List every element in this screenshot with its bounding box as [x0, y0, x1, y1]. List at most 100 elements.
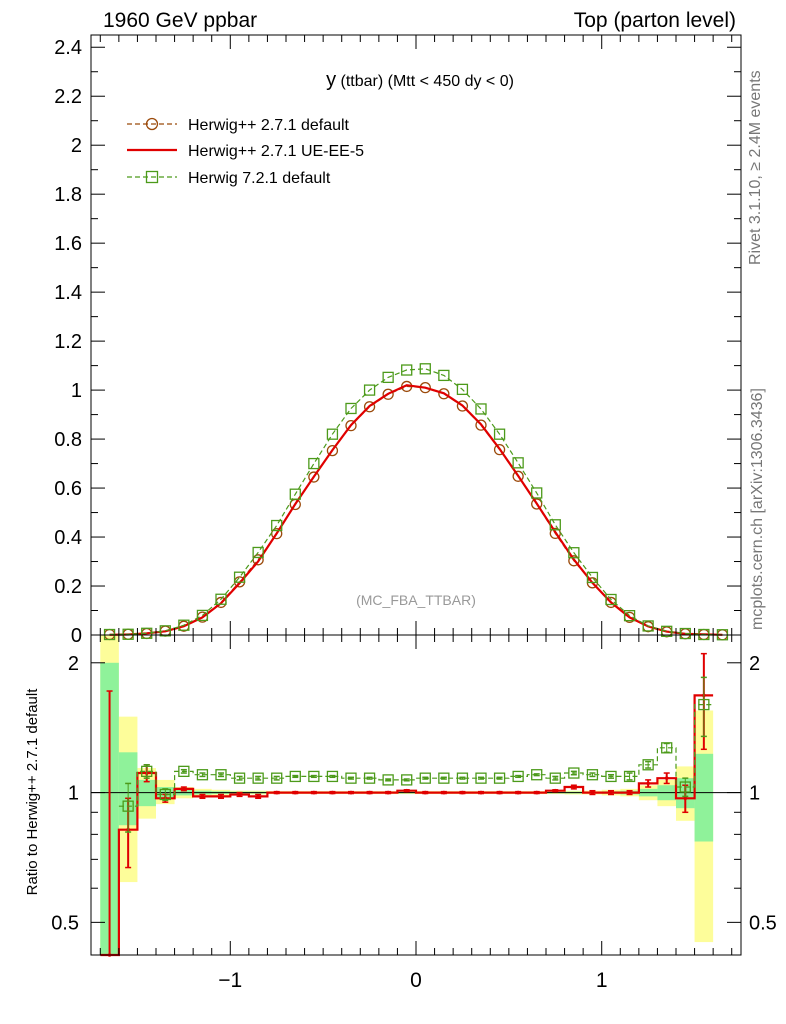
y-tick-label: 1 [71, 380, 82, 402]
series-point-2 [252, 546, 264, 559]
x-tick-label: 1 [596, 969, 608, 992]
x-tick-label: 0 [410, 969, 422, 992]
ratio-line-1 [100, 694, 714, 957]
y-tick-label: 1.4 [54, 282, 82, 304]
series-point-2 [159, 625, 171, 637]
series-point-0 [493, 443, 506, 456]
ratio-point-2 [605, 770, 617, 783]
ratio-y-tick-label-right: 0.5 [749, 912, 777, 934]
ratio-point-1 [404, 788, 409, 793]
ratio-point-2 [661, 742, 673, 754]
ratio-point-1 [274, 790, 279, 795]
ratio-point-2 [438, 772, 450, 784]
ratio-point-2 [493, 772, 506, 784]
series-point-2 [419, 363, 431, 375]
series-point-2 [141, 627, 153, 639]
series-point-2 [215, 593, 227, 605]
ratio-point-2 [698, 698, 710, 711]
ratio-point-2 [475, 772, 487, 784]
ratio-point-2 [196, 769, 209, 781]
ratio-point-1 [423, 790, 428, 795]
ratio-series [100, 652, 714, 957]
series-point-2 [271, 519, 283, 532]
ratio-point-2 [586, 769, 599, 781]
series-point-2 [122, 628, 134, 640]
ratio-point-1 [683, 796, 688, 801]
series-point-2 [438, 369, 450, 382]
y-tick-label: 1.2 [54, 331, 82, 353]
ratio-point-2 [289, 770, 301, 783]
ratio-point-2 [122, 800, 134, 812]
ratio-point-1 [200, 794, 205, 799]
ratio-y-tick-label: 2 [68, 653, 79, 675]
title-rest: (ttbar) (Mtt < 450 dy < 0) [336, 73, 514, 90]
series-point-2 [196, 609, 209, 622]
series-point-2 [661, 625, 673, 637]
series-point-2 [382, 371, 394, 384]
header-left: 1960 GeV ppbar [103, 9, 257, 32]
ratio-point-1 [182, 787, 186, 791]
ratio-point-1 [553, 788, 558, 793]
ratio-point-1 [646, 781, 650, 786]
series-point-2 [363, 384, 376, 396]
legend-marker-0 [145, 117, 159, 131]
ratio-point-2 [178, 765, 190, 778]
watermark: (MC_FBA_TTBAR) [356, 592, 476, 608]
series-point-0 [326, 444, 339, 457]
header-right: Top (parton level) [574, 9, 736, 32]
series-point-2 [642, 620, 654, 632]
ratio-y-tick-label-right: 2 [749, 653, 760, 675]
ratio-point-2 [531, 769, 543, 781]
series-point-2 [605, 593, 617, 606]
y-tick-label: 0.8 [54, 429, 82, 451]
ratio-y-tick-label-right: 1 [749, 783, 760, 805]
ratio-point-1 [627, 790, 632, 795]
legend-marker-2 [145, 170, 159, 184]
series-point-2 [456, 383, 469, 396]
legend-label-0: Herwig++ 2.7.1 default [188, 117, 350, 134]
ratio-point-2 [382, 774, 394, 786]
y-tick-label: 0.2 [54, 576, 82, 598]
axes: −1 0 1 0 0.2 0.4 0.6 0.8 1 1.2 1.4 1.6 1.8 2 2.2 2.4 0.5… [51, 34, 777, 992]
title: y (ttbar) (Mtt < 450 dy < 0) [326, 69, 514, 91]
series-point-2 [401, 364, 413, 376]
ratio-point-1 [367, 790, 372, 795]
ratio-point-1 [386, 790, 390, 795]
series-point-2 [326, 428, 339, 440]
ratio-point-1 [609, 790, 613, 795]
band-green [694, 753, 714, 842]
series-point-0 [345, 419, 357, 432]
series-point-2 [549, 519, 561, 531]
ratio-point-2 [679, 781, 691, 793]
ratio-point-2 [568, 767, 580, 779]
series-point-2 [493, 428, 506, 440]
rivet-label: Rivet 3.1.10, ≥ 2.4M events [747, 70, 764, 265]
ratio-point-2 [623, 770, 636, 783]
series-point-2 [289, 488, 301, 500]
ratio-point-1 [516, 790, 520, 795]
series-point-2 [586, 571, 599, 584]
ratio-y-tick-label: 0.5 [51, 912, 79, 934]
y-tick-label: 0.6 [54, 478, 82, 500]
ratio-point-2 [159, 788, 171, 801]
ratio-point-2 [215, 769, 227, 781]
series-point-0 [475, 419, 487, 431]
legend: Herwig++ 2.7.1 default Herwig++ 2.7.1 UE-… [127, 117, 364, 187]
title-main: y [326, 69, 336, 91]
ratio-point-2 [419, 772, 431, 784]
ratio-point-1 [237, 792, 242, 797]
ratio-uncertainty-bands [91, 635, 741, 955]
series-point-2 [512, 457, 524, 469]
ratio-point-2 [308, 770, 320, 783]
x-tick-label: −1 [218, 969, 242, 992]
y-tick-label: 1.6 [54, 233, 82, 255]
y-tick-label: 2.2 [54, 86, 82, 108]
ratio-point-1 [219, 794, 223, 799]
series-point-0 [549, 527, 561, 540]
ratio-point-2 [642, 759, 654, 771]
ratio-point-2 [549, 772, 561, 784]
ratio-point-1 [293, 790, 298, 795]
series-point-2 [475, 403, 487, 415]
y-tick-label: 1.8 [54, 184, 82, 206]
